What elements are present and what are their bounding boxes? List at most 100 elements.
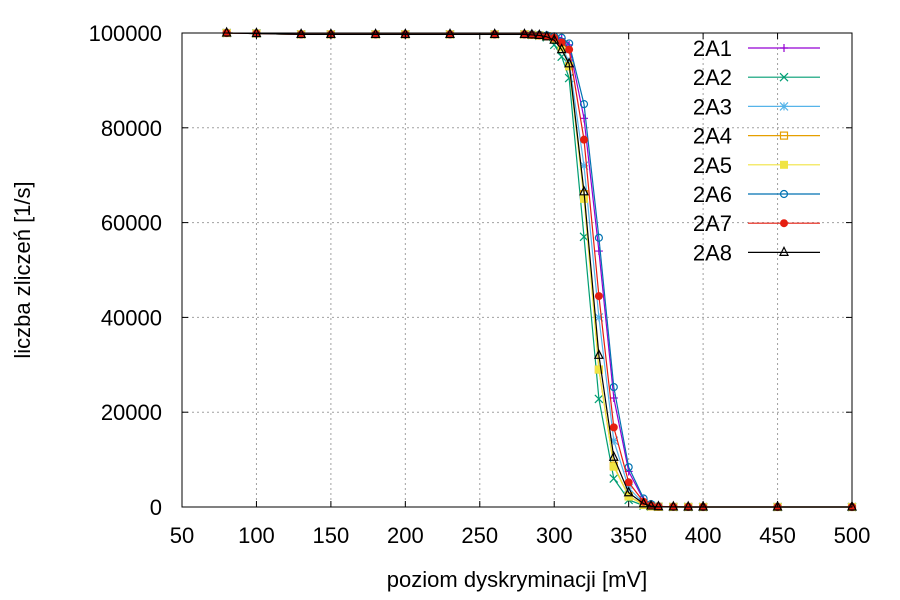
data-point-2a2: [594, 394, 604, 404]
legend-item-2a4: 2A4: [693, 124, 820, 149]
y-tick-label: 60000: [101, 211, 162, 236]
data-point-2a8: [526, 28, 537, 39]
y-tick-label: 100000: [89, 21, 162, 46]
legend-label-2a8: 2A8: [693, 240, 732, 265]
data-point-2a6: [609, 382, 618, 392]
data-point-2a7: [594, 292, 603, 301]
legend-label-2a1: 2A1: [693, 36, 732, 61]
axes: [181, 32, 853, 508]
data-point-2a7: [565, 45, 574, 54]
series-2a8: [221, 26, 857, 511]
ticks: 50 100 150 200 250 300 350 400 450 500 0 20000 40000…: [89, 21, 871, 548]
data-point-2a8: [549, 33, 560, 44]
data-point-2a8: [221, 26, 232, 37]
data-point-2a5: [624, 492, 633, 501]
legend-label-2a7: 2A7: [693, 211, 732, 236]
legend-item-2a6: 2A6: [693, 182, 820, 207]
data-point-2a7: [624, 478, 633, 487]
data-point-2a7: [557, 38, 566, 47]
data-point-2a6: [594, 233, 603, 242]
x-tick-label: 400: [685, 523, 722, 548]
data-point-2a3: [564, 57, 574, 66]
series-line-2a7: [226, 32, 852, 508]
data-point-2a8: [668, 500, 679, 511]
series-2a1: [222, 29, 856, 511]
data-point-2a8: [698, 500, 709, 511]
data-point-2a2: [609, 474, 619, 483]
plot-frame: [181, 32, 853, 508]
data-point-2a8: [847, 500, 857, 511]
x-tick-label: 450: [759, 523, 796, 548]
legend-marker-2a4: [779, 131, 789, 140]
x-tick-label: 350: [610, 523, 647, 548]
data-point-2a5: [594, 365, 603, 374]
legend-item-2a1: 2A1: [693, 36, 820, 61]
legend-marker-2a3: [779, 101, 789, 111]
x-tick-label: 200: [387, 523, 424, 548]
series-2a4: [222, 28, 857, 512]
legend-item-2a3: 2A3: [693, 94, 820, 119]
x-tick-label: 500: [834, 523, 871, 548]
legend-item-2a7: 2A7: [693, 211, 820, 236]
legend-marker-2a7: [780, 219, 788, 228]
legend-label-2a2: 2A2: [693, 65, 732, 90]
x-tick-label: 300: [536, 523, 573, 548]
series-line-2a5: [226, 32, 852, 508]
data-point-2a3: [579, 161, 589, 171]
legend: 2A1 2A2 2A3 2A4 2A5 2A6 2A7 2A8: [693, 36, 820, 265]
data-point-2a3: [609, 436, 619, 446]
series-2a2: [222, 28, 857, 512]
series-line-2a2: [226, 32, 852, 508]
series-2a6: [222, 28, 857, 512]
series-2a3: [222, 28, 857, 512]
legend-marker-2a6: [779, 189, 789, 199]
legend-marker-2a1: [780, 44, 788, 52]
series-line-2a4: [226, 32, 852, 508]
x-tick-label: 100: [238, 523, 275, 548]
x-tick-label: 150: [313, 523, 350, 548]
legend-label-2a3: 2A3: [693, 94, 732, 119]
series-2a5: [222, 29, 856, 511]
data-point-2a5: [580, 194, 588, 203]
data-point-2a5: [609, 462, 618, 471]
data-point-2a1: [609, 393, 618, 402]
series-2a7: [222, 29, 856, 511]
data-point-2a8: [564, 57, 575, 68]
y-tick-label: 80000: [101, 116, 162, 141]
legend-item-2a5: 2A5: [693, 153, 820, 178]
legend-marker-2a5: [780, 160, 788, 169]
legend-label-2a6: 2A6: [693, 182, 732, 207]
data-point-2a5: [557, 43, 566, 52]
data-point-2a1: [594, 247, 603, 256]
legend-item-2a2: 2A2: [693, 65, 820, 90]
legend-item-2a8: 2A8: [693, 240, 820, 265]
y-tick-label: 40000: [101, 305, 162, 330]
x-axis-title: poziom dyskryminacji [mV]: [387, 567, 647, 592]
data-point-2a8: [534, 29, 545, 39]
grid: [182, 33, 852, 507]
data-point-2a8: [593, 348, 604, 359]
legend-marker-2a2: [779, 72, 789, 82]
legend-label-2a5: 2A5: [693, 153, 732, 178]
data-point-2a1: [580, 114, 588, 123]
series-line-2a1: [226, 32, 852, 508]
y-tick-label: 0: [150, 495, 162, 520]
data-point-2a8: [556, 43, 567, 54]
data-point-2a3: [594, 312, 604, 322]
series-line-2a3: [226, 32, 852, 508]
data-point-2a8: [541, 30, 552, 41]
series-line-2a6: [226, 32, 852, 508]
data-point-2a6: [579, 99, 589, 109]
data-point-2a8: [772, 500, 783, 511]
data-point-2a8: [683, 500, 694, 511]
legend-marker-2a8: [779, 246, 789, 256]
x-tick-label: 50: [170, 523, 194, 548]
series-line-2a8: [226, 32, 852, 508]
data-point-2a8: [608, 450, 619, 461]
data-point-2a7: [580, 135, 588, 144]
data-point-2a8: [653, 500, 664, 511]
data-point-2a8: [623, 486, 634, 497]
y-axis-title: liczba zliczeń [1/s]: [10, 181, 35, 358]
